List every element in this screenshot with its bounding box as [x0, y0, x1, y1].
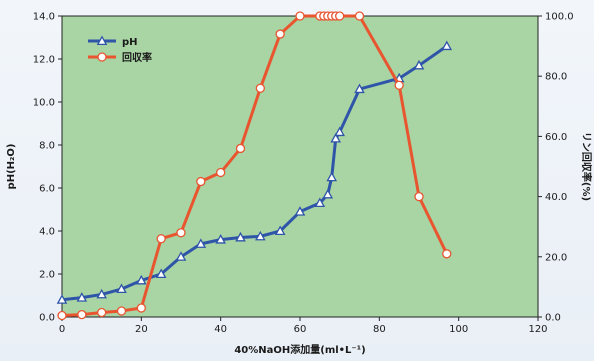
- recovery-data-point: [414, 191, 424, 202]
- x-tick-label: 80: [373, 324, 386, 335]
- left-y-tick-label: 0.0: [39, 313, 55, 324]
- ph-data-point: [322, 188, 334, 199]
- ph-data-point: [294, 206, 306, 216]
- recovery-data-point: [354, 11, 365, 21]
- recovery-data-point: [275, 29, 285, 39]
- left-y-tick-label: 4.0: [39, 227, 55, 238]
- legend-recovery-label: 回収率: [122, 51, 152, 64]
- ph-data-point: [56, 294, 68, 304]
- ph-data-point: [76, 292, 88, 302]
- recovery-data-point: [176, 228, 186, 238]
- ph-series-line: [61, 44, 448, 302]
- ph-data-point: [326, 171, 338, 182]
- ph-data-point: [116, 283, 127, 294]
- left-y-tick-label: 2.0: [39, 270, 55, 281]
- recovery-data-point: [442, 249, 452, 259]
- recovery-data-point: [216, 167, 226, 178]
- recovery-data-point: [335, 11, 345, 21]
- ph-data-point: [334, 126, 345, 137]
- recovery-data-point: [116, 306, 127, 316]
- x-axis-title: 40%NaOH添加量(ml•L⁻¹): [234, 343, 365, 356]
- left-y-axis-ticks: 0.0 2.0 4.0 6.0 8.0 10.0 12.0 14.0: [33, 12, 62, 324]
- left-y-tick-label: 10.0: [33, 98, 55, 109]
- legend-ph-label: pH: [122, 37, 138, 48]
- left-y-tick-label: 6.0: [39, 184, 55, 195]
- ph-data-point: [175, 251, 187, 261]
- ph-data-point: [274, 225, 286, 236]
- left-y-tick-label: 14.0: [33, 12, 55, 23]
- right-y-tick-label: 20.0: [545, 252, 567, 263]
- recovery-data-point: [136, 303, 146, 313]
- ph-data-point: [413, 59, 425, 70]
- recovery-data-point: [255, 83, 265, 93]
- x-tick-label: 100: [449, 324, 468, 335]
- right-y-axis-title: リン回収率(%): [580, 132, 593, 201]
- right-y-axis-ticks: 0.0 20.0 40.0 60.0 80.0 100.0: [538, 12, 574, 324]
- right-y-tick-label: 0.0: [545, 313, 561, 324]
- right-y-tick-label: 60.0: [545, 132, 567, 143]
- recovery-data-point: [235, 143, 246, 154]
- ph-data-point: [441, 40, 453, 51]
- ph-data-point: [96, 288, 107, 299]
- right-y-tick-label: 40.0: [545, 192, 567, 203]
- ph-data-point: [155, 268, 167, 279]
- ph-data-point: [215, 234, 226, 244]
- recovery-data-point: [295, 11, 305, 21]
- legend-ph-marker: [96, 35, 108, 46]
- right-y-tick-label: 80.0: [545, 72, 567, 83]
- x-tick-label: 0: [59, 324, 65, 335]
- recovery-data-point: [196, 176, 206, 187]
- ph-data-point: [235, 231, 246, 242]
- ph-data-point: [195, 238, 207, 248]
- x-tick-label: 120: [528, 324, 547, 335]
- ph-data-point: [354, 83, 365, 94]
- legend: pH 回収率: [88, 35, 152, 64]
- ph-data-point: [314, 197, 326, 208]
- series-layer: [56, 11, 453, 321]
- x-axis-ticks: 0 20 40 60 80 100 120: [59, 317, 548, 335]
- left-y-tick-label: 8.0: [39, 141, 55, 152]
- recovery-data-point: [97, 307, 107, 318]
- x-tick-label: 20: [135, 324, 148, 335]
- plot-background: [62, 16, 538, 317]
- left-y-tick-label: 12.0: [33, 55, 55, 66]
- recovery-data-point: [57, 310, 67, 321]
- recovery-data-point: [156, 234, 166, 244]
- legend-recovery-marker: [97, 52, 107, 62]
- right-y-tick-label: 100.0: [545, 12, 574, 23]
- x-tick-label: 40: [214, 324, 227, 335]
- ph-data-point: [330, 133, 342, 143]
- ph-data-point: [255, 230, 266, 241]
- ph-data-point: [136, 274, 147, 285]
- recovery-data-point: [394, 80, 404, 90]
- left-y-axis-title: pH(H₂O): [6, 144, 17, 190]
- recovery-data-point: [77, 309, 87, 320]
- x-tick-label: 60: [294, 324, 307, 335]
